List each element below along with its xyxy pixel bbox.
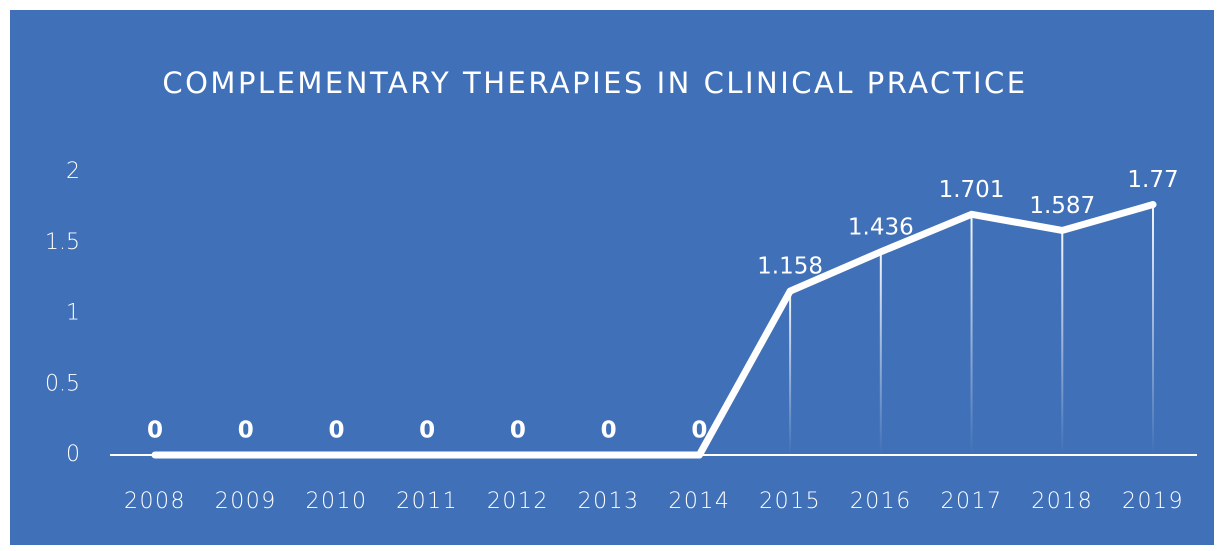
data-label: 1.436 [848,214,914,240]
x-tick-label: 2016 [850,489,912,514]
drop-line [879,251,882,455]
drop-line [789,291,792,455]
x-tick-label: 2013 [578,489,640,514]
data-label: 0 [419,418,435,444]
data-label: 0 [601,418,617,444]
x-tick-label: 2008 [124,489,186,514]
data-label: 1.158 [757,254,823,280]
data-line [151,201,1157,459]
data-label: 0 [238,418,254,444]
data-label: 0 [691,418,707,444]
chart-title: COMPLEMENTARY THERAPIES IN CLINICAL PRAC… [162,66,1028,100]
x-tick-label: 2019 [1122,489,1184,514]
chart-canvas: 0 0.5 1 1.5 2 0 0 0 0 0 0 0 1.158 1.436 1.701 1.587 1.77… [10,10,1214,545]
y-tick-label: 1.5 [45,230,80,255]
drop-line [970,214,973,455]
x-tick-label: 2014 [668,489,730,514]
data-label: 0 [328,418,344,444]
y-tick-label: 1 [66,301,80,326]
x-tick-label: 2015 [759,489,821,514]
data-label: 0 [510,418,526,444]
x-tick-label: 2011 [396,489,458,514]
drop-line [1061,230,1064,455]
x-tick-label: 2018 [1031,489,1093,514]
data-label: 1.587 [1029,193,1095,219]
drop-line [1152,204,1154,455]
y-tick-label: 2 [66,159,80,184]
x-tick-label: 2017 [941,489,1003,514]
x-tick-label: 2010 [305,489,367,514]
data-label: 0 [147,418,163,444]
data-label: 1.77 [1127,167,1178,193]
chart: 0 0.5 1 1.5 2 0 0 0 0 0 0 0 1.158 1.436 1.701 1.587 1.77… [10,10,1214,545]
y-tick-label: 0.5 [45,371,80,396]
x-tick-label: 2012 [487,489,549,514]
x-tick-label: 2009 [215,489,277,514]
y-tick-label: 0 [66,442,80,467]
data-label: 1.701 [939,177,1005,203]
